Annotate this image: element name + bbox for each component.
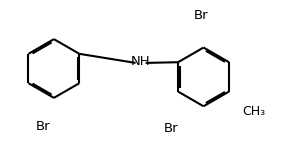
Text: NH: NH [131,55,151,68]
Text: Br: Br [36,120,50,133]
Text: CH₃: CH₃ [242,104,266,117]
Text: Br: Br [164,122,179,135]
Text: Br: Br [193,9,208,22]
